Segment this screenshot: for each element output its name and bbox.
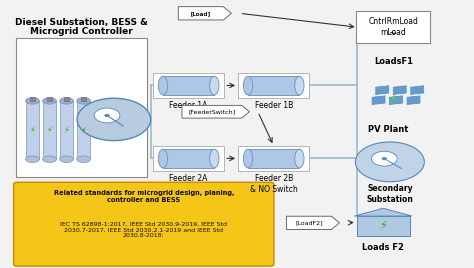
Circle shape <box>94 108 120 123</box>
Polygon shape <box>371 95 386 106</box>
Ellipse shape <box>210 76 219 95</box>
Bar <box>357 216 410 236</box>
Polygon shape <box>410 85 425 95</box>
Bar <box>26 101 39 159</box>
Ellipse shape <box>158 149 168 168</box>
Ellipse shape <box>295 149 304 168</box>
Bar <box>77 101 91 159</box>
FancyBboxPatch shape <box>238 146 310 171</box>
Text: Related standards for microgrid design, planing,
controller and BESS: Related standards for microgrid design, … <box>54 190 234 203</box>
Text: ⚡: ⚡ <box>46 125 53 135</box>
Bar <box>64 96 69 101</box>
Bar <box>60 101 73 159</box>
Ellipse shape <box>60 98 73 104</box>
Text: ⚡: ⚡ <box>64 125 70 135</box>
Polygon shape <box>178 7 231 20</box>
Text: IEC TS 62898-1:2017, IEEE Std 2030.9-2019, IEEE Std
2030.7-2017, IEEE Std 2030.2: IEC TS 62898-1:2017, IEEE Std 2030.9-201… <box>60 222 228 238</box>
FancyBboxPatch shape <box>14 182 274 266</box>
Ellipse shape <box>77 98 91 104</box>
Polygon shape <box>375 85 390 95</box>
Ellipse shape <box>210 149 219 168</box>
Text: Loads F2: Loads F2 <box>362 243 404 252</box>
Circle shape <box>356 142 424 182</box>
Text: ⚡: ⚡ <box>379 221 387 231</box>
Ellipse shape <box>77 156 91 162</box>
Ellipse shape <box>43 98 56 104</box>
Bar <box>47 96 52 101</box>
Text: PV Plant: PV Plant <box>368 125 409 134</box>
Text: LoadsF1: LoadsF1 <box>374 57 413 66</box>
FancyBboxPatch shape <box>153 146 224 171</box>
FancyBboxPatch shape <box>16 38 147 177</box>
Circle shape <box>382 157 387 160</box>
Text: ⚡: ⚡ <box>29 125 36 135</box>
Ellipse shape <box>26 98 39 104</box>
Polygon shape <box>355 208 412 216</box>
Bar <box>81 96 86 101</box>
Ellipse shape <box>26 156 39 162</box>
Ellipse shape <box>43 156 56 162</box>
Bar <box>163 76 214 95</box>
Text: & NO Switch: & NO Switch <box>250 185 298 194</box>
FancyBboxPatch shape <box>238 73 310 98</box>
Text: Secondary
Substation: Secondary Substation <box>366 184 413 204</box>
Text: [Load]: [Load] <box>191 11 211 16</box>
Text: CntrlRmLoad
mLoad: CntrlRmLoad mLoad <box>368 17 418 37</box>
Text: ~: ~ <box>389 29 397 39</box>
Ellipse shape <box>158 76 168 95</box>
Circle shape <box>105 114 109 117</box>
Bar <box>43 101 56 159</box>
Polygon shape <box>286 216 339 229</box>
FancyBboxPatch shape <box>356 11 430 43</box>
Text: Feeder 2A: Feeder 2A <box>169 174 208 183</box>
Circle shape <box>372 151 397 166</box>
Ellipse shape <box>244 76 253 95</box>
Polygon shape <box>389 95 403 106</box>
Polygon shape <box>406 95 421 106</box>
Text: Feeder 1B: Feeder 1B <box>255 101 293 110</box>
Text: Diesel Substation, BESS &: Diesel Substation, BESS & <box>15 18 148 27</box>
Text: Feeder 1A: Feeder 1A <box>169 101 208 110</box>
Text: [FeederSwitch]: [FeederSwitch] <box>188 109 236 114</box>
Bar <box>248 149 300 168</box>
Bar <box>30 96 35 101</box>
Text: ⚡: ⚡ <box>389 92 398 105</box>
Circle shape <box>77 98 151 141</box>
Ellipse shape <box>295 76 304 95</box>
Text: Microgrid Controller: Microgrid Controller <box>30 27 133 36</box>
Bar <box>248 76 300 95</box>
Text: [Load]: [Load] <box>191 11 211 16</box>
Ellipse shape <box>244 149 253 168</box>
Bar <box>163 149 214 168</box>
Polygon shape <box>182 105 249 118</box>
FancyBboxPatch shape <box>153 73 224 98</box>
Polygon shape <box>392 85 407 95</box>
Text: [LoadF2]: [LoadF2] <box>295 220 323 225</box>
Ellipse shape <box>60 156 73 162</box>
Text: Feeder 2B: Feeder 2B <box>255 174 293 183</box>
Text: ⚡: ⚡ <box>81 125 86 135</box>
